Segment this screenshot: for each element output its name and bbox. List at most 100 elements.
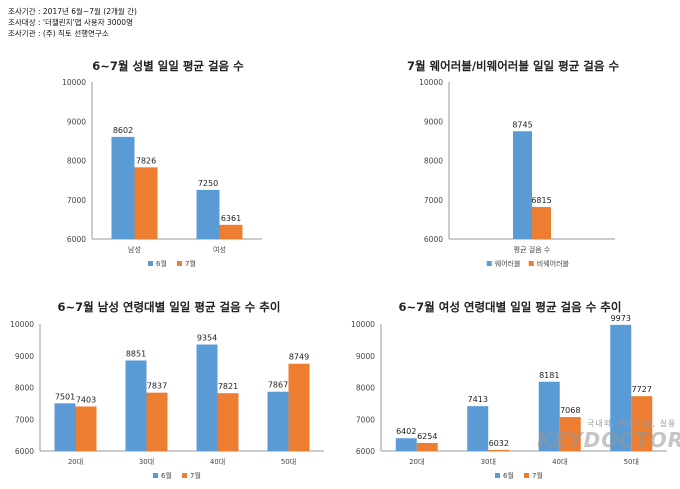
category-label: 평균 걸음 수 [514, 245, 551, 254]
data-label: 7403 [76, 395, 96, 404]
bar [196, 189, 220, 239]
category-label: 50대 [624, 458, 639, 466]
legend-label: 7월 [185, 259, 196, 268]
y-tick-label: 10000 [62, 78, 86, 87]
y-tick-label: 10000 [10, 320, 34, 329]
data-label: 6032 [489, 439, 509, 448]
chart-female-age: 6~7월 여성 연령대별 일일 평균 걸음 수 추이 6000 7000 8000 9… [345, 295, 675, 485]
legend-label: 6월 [161, 471, 172, 480]
chart-wearable-svg: 6000 7000 8000 9000 10000 8745 6815 평균 걸음 수웨어러블… [419, 78, 615, 268]
category-label: 40대 [552, 458, 567, 466]
data-label: 7727 [632, 385, 652, 394]
survey-period: 조사기간 : 2017년 6월~7월 (2개월 간) [8, 7, 137, 16]
chart-wearable: 7월 웨어러블/비웨어러블 일일 평균 걸음 수 6000 7000 8000 900… [403, 50, 623, 275]
chart-title: 6~7월 여성 연령대별 일일 평균 걸음 수 추이 [398, 300, 622, 314]
y-tick-label: 9000 [424, 117, 443, 126]
y-tick-label: 8000 [424, 157, 443, 166]
bar [395, 438, 417, 451]
y-tick-label: 6000 [356, 447, 375, 456]
y-tick-label: 10000 [419, 78, 443, 87]
y-tick-label: 8000 [356, 384, 375, 393]
y-tick-label: 8000 [15, 384, 34, 393]
data-label: 8181 [539, 371, 559, 380]
y-tick-label: 6000 [15, 447, 34, 456]
bar [219, 224, 243, 239]
y-tick-label: 7000 [67, 196, 86, 205]
data-label: 7826 [136, 156, 156, 165]
data-label: 6402 [396, 427, 416, 436]
data-label: 7250 [198, 179, 218, 188]
data-label: 7821 [218, 382, 238, 391]
chart-title: 7월 웨어러블/비웨어러블 일일 평균 걸음 수 [406, 59, 620, 73]
y-tick-label: 6000 [67, 235, 86, 244]
bar [610, 324, 632, 451]
y-tick-label: 7000 [424, 196, 443, 205]
data-label: 6254 [417, 432, 437, 441]
bar [513, 131, 532, 239]
chart-title: 6~7월 남성 연령대별 일일 평균 걸음 수 추이 [57, 300, 281, 314]
bar [217, 393, 239, 451]
category-label: 50대 [281, 458, 296, 466]
y-tick-label: 9000 [356, 352, 375, 361]
data-label: 6361 [221, 214, 241, 223]
bar [111, 136, 135, 239]
legend-label: 6월 [156, 259, 167, 268]
data-label: 9973 [611, 314, 631, 323]
data-label: 8602 [113, 126, 133, 135]
category-label: 20대 [409, 458, 424, 466]
y-tick-label: 8000 [67, 157, 86, 166]
survey-org: 조사기관 : (주) 직토 선행연구소 [8, 29, 109, 38]
data-label: 7837 [147, 382, 167, 391]
bar [146, 392, 168, 451]
legend-label: 6월 [503, 471, 514, 480]
data-label: 7867 [268, 381, 288, 390]
legend-swatch [528, 261, 534, 266]
legend-swatch [148, 261, 153, 266]
bar [538, 381, 560, 451]
bar [559, 417, 581, 451]
bar [196, 344, 218, 451]
data-label: 7501 [55, 392, 75, 401]
legend-swatch [524, 473, 529, 478]
category-label: 여성 [213, 245, 226, 254]
bar [125, 360, 147, 451]
category-label: 30대 [481, 458, 496, 466]
chart-gender: 6~7월 성별 일일 평균 걸음 수 6000 7000 8000 9000 10000… [58, 50, 278, 275]
bar [488, 449, 510, 451]
bar [467, 406, 489, 451]
chart-gender-svg: 6000 7000 8000 9000 10000 8602 7826 남성 7250 6361 여… [62, 78, 262, 268]
legend-swatch [153, 473, 158, 478]
bar [75, 406, 97, 451]
category-label: 30대 [139, 458, 154, 466]
category-label: 20대 [68, 458, 83, 466]
chart-male-age: 6~7월 남성 연령대별 일일 평균 걸음 수 추이 6000 7000 8000 9… [4, 295, 334, 485]
data-label: 9354 [197, 334, 217, 343]
watermark-title: KEYDOCTOR [537, 428, 680, 452]
bar [134, 167, 158, 239]
legend-swatch [486, 261, 492, 266]
bar [288, 363, 310, 451]
bar [532, 207, 551, 239]
data-label: 8745 [512, 120, 532, 129]
data-label: 7068 [560, 406, 580, 415]
data-label: 6815 [531, 196, 551, 205]
survey-target: 조사대상 : '더챌린지'앱 사용자 3000명 [8, 18, 133, 27]
y-tick-label: 9000 [67, 117, 86, 126]
survey-info: 조사기간 : 2017년 6월~7월 (2개월 간) 조사대상 : '더챌린지'… [8, 6, 137, 39]
chart-title: 6~7월 성별 일일 평균 걸음 수 [92, 59, 244, 73]
category-label: 40대 [210, 458, 225, 466]
watermark-subtitle: 국내외, 의료학술, 실용 헬스지 [587, 419, 680, 428]
data-label: 8851 [126, 349, 146, 358]
legend-label: 7월 [190, 471, 201, 480]
y-tick-label: 10000 [351, 320, 375, 329]
y-tick-label: 6000 [424, 235, 443, 244]
legend-label: 비웨어러블 [537, 259, 570, 268]
bar [267, 391, 289, 451]
bar [416, 442, 438, 451]
legend-swatch [495, 473, 500, 478]
legend-label: 웨어러블 [495, 259, 521, 268]
y-tick-label: 9000 [15, 352, 34, 361]
chart-male-age-svg: 6000 7000 8000 9000 10000 7501 7403 20대 8851 7837… [10, 320, 324, 480]
bar [54, 403, 76, 451]
